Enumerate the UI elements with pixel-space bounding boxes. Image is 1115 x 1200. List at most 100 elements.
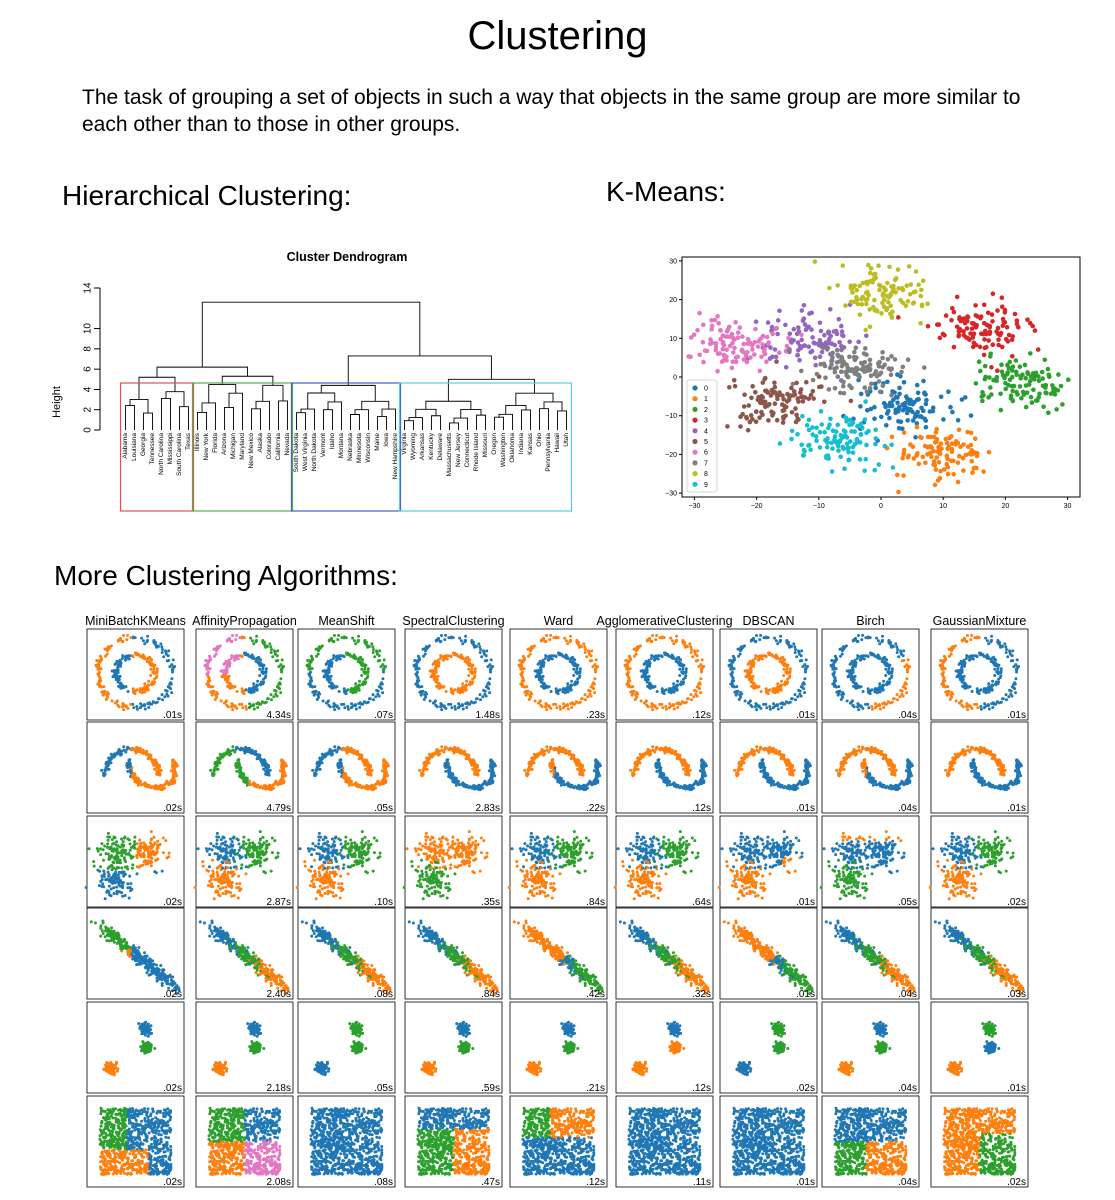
grid-cell: .07s (298, 629, 395, 721)
grid-point (750, 669, 753, 672)
grid-point (992, 701, 995, 704)
grid-point (907, 658, 910, 661)
grid-point (1003, 642, 1006, 645)
grid-point (467, 668, 470, 671)
grid-point (143, 657, 146, 660)
grid-point (235, 766, 238, 769)
grid-point (148, 784, 151, 787)
grid-point (875, 637, 878, 640)
grid-point (121, 686, 124, 689)
grid-point (554, 654, 557, 657)
grid-point (682, 665, 685, 668)
grid-point (213, 770, 216, 773)
grid-point (98, 661, 101, 664)
grid-point (882, 706, 885, 709)
grid-point (381, 691, 384, 694)
grid-point (882, 660, 885, 663)
grid-point (279, 769, 282, 772)
grid-point (379, 665, 382, 668)
grid-point (245, 688, 248, 691)
grid-point (361, 683, 364, 686)
grid-point (120, 750, 123, 753)
grid-point (973, 703, 976, 706)
grid-point (256, 706, 259, 709)
grid-point (207, 661, 210, 664)
grid-point (252, 704, 255, 707)
grid-point (233, 659, 236, 662)
grid-point (322, 670, 325, 673)
grid-point (217, 759, 220, 762)
grid-point (230, 686, 233, 689)
grid-point (353, 639, 356, 642)
grid-point (902, 659, 905, 662)
grid-point (147, 757, 150, 760)
grid-point (1004, 645, 1007, 648)
grid-time-label: 1.48s (476, 710, 500, 721)
grid-point (153, 665, 156, 668)
grid-point (368, 697, 371, 700)
grid-point (749, 660, 752, 663)
grid-point (437, 663, 440, 666)
grid-point (856, 654, 859, 657)
grid-point (261, 700, 264, 703)
grid-point (243, 778, 246, 781)
grid-point (961, 640, 964, 643)
grid-point (332, 654, 335, 657)
grid-point (1009, 651, 1012, 654)
grid-point (675, 688, 678, 691)
grid-point (270, 698, 273, 701)
grid-point (729, 663, 732, 666)
grid-point (333, 703, 336, 706)
grid-point (584, 698, 587, 701)
grid-point (423, 698, 426, 701)
grid-point (940, 663, 943, 666)
grid-point (372, 693, 375, 696)
grid-point (137, 653, 140, 656)
grid-point (244, 705, 247, 708)
grid-point (903, 665, 906, 668)
grid-point (878, 704, 881, 707)
grid-point (978, 692, 981, 695)
grid-point (378, 649, 381, 652)
grid-point (676, 680, 679, 683)
grid-point (228, 663, 231, 666)
grid-point (798, 693, 801, 696)
algorithm-column-header: MiniBatchKMeans (85, 614, 186, 628)
grid-cell-frame (298, 722, 395, 813)
grid-point (443, 705, 446, 708)
grid-point (529, 691, 532, 694)
grid-point (582, 642, 585, 645)
grid-point (442, 659, 445, 662)
grid-point (519, 663, 522, 666)
grid-point (370, 642, 373, 645)
grid-point (479, 648, 482, 651)
grid-point (986, 639, 989, 642)
grid-point (800, 659, 803, 662)
grid-point (274, 651, 277, 654)
grid-point (170, 691, 173, 694)
grid-point (126, 746, 129, 749)
grid-point (731, 683, 734, 686)
grid-point (676, 706, 679, 709)
grid-point (106, 691, 109, 694)
grid-point (124, 659, 127, 662)
grid-point (237, 761, 240, 764)
grid-point (684, 674, 687, 677)
grid-point (128, 758, 131, 761)
grid-point (340, 703, 343, 706)
grid-cell: .01s (931, 629, 1028, 721)
grid-point (900, 693, 903, 696)
grid-point (890, 674, 893, 677)
grid-point (755, 703, 758, 706)
grid-point (364, 671, 367, 674)
grid-point (143, 704, 146, 707)
grid-point (1005, 698, 1008, 701)
grid-point (355, 784, 358, 787)
grid-point (853, 660, 856, 663)
grid-point (593, 677, 596, 680)
grid-point (672, 657, 675, 660)
grid-point (776, 657, 779, 660)
grid-point (235, 746, 238, 749)
grid-point (327, 660, 330, 663)
grid-point (760, 654, 763, 657)
